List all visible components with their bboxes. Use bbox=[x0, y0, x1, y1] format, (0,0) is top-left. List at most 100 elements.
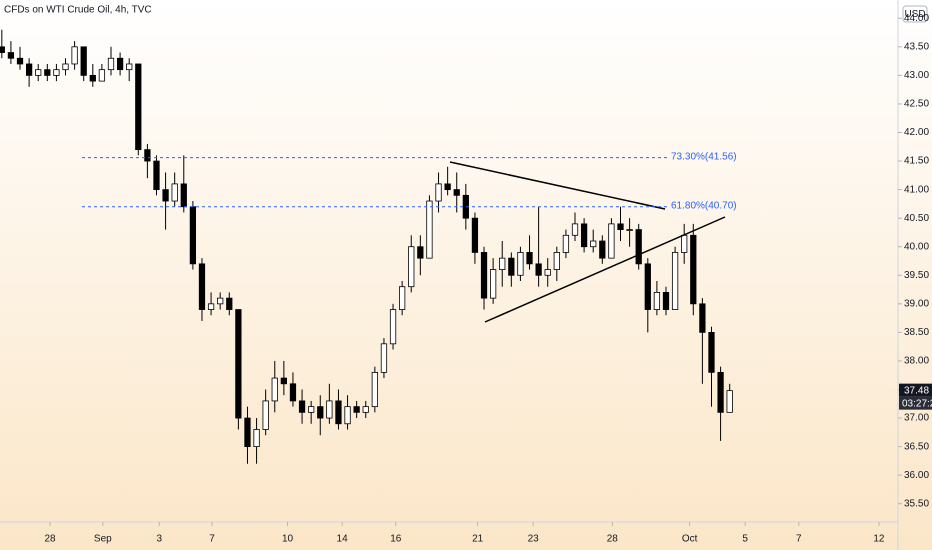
countdown-box bbox=[899, 396, 932, 410]
last-price-label: 37.48 bbox=[904, 385, 929, 396]
candle-body bbox=[671, 252, 679, 310]
candle-body bbox=[71, 46, 78, 65]
candle-body bbox=[553, 252, 560, 270]
last-price-box bbox=[899, 383, 932, 397]
candle-body bbox=[544, 269, 551, 276]
candle-body bbox=[726, 390, 733, 413]
candle-body bbox=[253, 429, 260, 448]
candle-body bbox=[690, 234, 697, 305]
candle-body bbox=[0, 46, 5, 53]
candle-body bbox=[499, 257, 506, 270]
candle-body bbox=[608, 223, 615, 259]
y-tick-label: 37.00 bbox=[904, 413, 929, 424]
candle-body bbox=[471, 217, 479, 253]
candle-body bbox=[7, 52, 15, 59]
candle-body bbox=[635, 229, 642, 265]
candle-body bbox=[35, 69, 42, 76]
x-tick-label: 5 bbox=[742, 534, 748, 545]
currency: USD bbox=[904, 9, 925, 20]
fib-level-label: 61.80%(40.70) bbox=[671, 200, 737, 211]
candle-body bbox=[326, 400, 333, 419]
candle-body bbox=[262, 400, 269, 430]
candle-body bbox=[380, 343, 388, 373]
currency-box[interactable] bbox=[902, 5, 928, 23]
y-tick-label: 43.50 bbox=[904, 41, 929, 52]
candle-body bbox=[362, 406, 369, 413]
candle-body bbox=[626, 229, 633, 231]
candle-body bbox=[408, 246, 415, 288]
y-tick-label: 40.50 bbox=[904, 213, 929, 224]
candle-body bbox=[435, 183, 442, 202]
candle-body bbox=[399, 286, 406, 310]
candle-body bbox=[217, 297, 224, 305]
candle-body bbox=[226, 297, 233, 310]
y-tick-label: 36.00 bbox=[904, 470, 929, 481]
candle-body bbox=[562, 234, 570, 253]
candle-body bbox=[153, 160, 160, 191]
candle-body bbox=[80, 46, 87, 76]
candle-body bbox=[653, 292, 661, 310]
candle-body bbox=[107, 57, 115, 71]
candle-body bbox=[271, 377, 278, 402]
candle-body bbox=[681, 234, 688, 253]
candle-body bbox=[244, 417, 251, 448]
y-tick-label: 39.00 bbox=[904, 298, 929, 309]
countdown: 03:27:2 bbox=[902, 398, 932, 409]
candle-body bbox=[298, 400, 306, 413]
candle-body bbox=[135, 63, 142, 151]
candle-body bbox=[308, 406, 315, 413]
y-tick-label: 40.00 bbox=[904, 241, 929, 252]
y-tick-label: 38.50 bbox=[904, 327, 929, 338]
candle-body bbox=[98, 69, 106, 82]
y-tick-label: 42.50 bbox=[904, 99, 929, 110]
candle-body bbox=[44, 69, 51, 76]
candle-body bbox=[699, 303, 706, 333]
candle-body bbox=[235, 309, 242, 419]
candle-body bbox=[617, 223, 624, 230]
candle-body bbox=[371, 371, 378, 408]
candle-body bbox=[317, 406, 324, 419]
candle-body bbox=[571, 223, 579, 236]
candle-body bbox=[335, 400, 342, 425]
trendline bbox=[484, 216, 726, 323]
candle-body bbox=[289, 383, 297, 402]
candle-body bbox=[708, 331, 715, 373]
x-tick-label: 12 bbox=[873, 534, 885, 545]
x-tick-label: 14 bbox=[337, 534, 349, 545]
candle-body bbox=[344, 406, 351, 425]
x-tick-label: 28 bbox=[44, 534, 56, 545]
y-tick-label: 41.50 bbox=[904, 156, 929, 167]
x-tick-label: 3 bbox=[156, 534, 162, 545]
y-tick-label: 35.50 bbox=[904, 498, 929, 509]
candle-body bbox=[480, 252, 488, 299]
candle-body bbox=[89, 74, 96, 82]
x-tick-label: 10 bbox=[282, 534, 294, 545]
candle-body bbox=[717, 371, 724, 413]
candle-body bbox=[417, 246, 424, 259]
candle-body bbox=[353, 406, 360, 413]
chart-title: CFDs on WTI Crude Oil, 4h, TVC bbox=[4, 5, 152, 16]
candle-body bbox=[53, 69, 60, 76]
y-tick-label: 39.50 bbox=[904, 270, 929, 281]
candle-body bbox=[144, 149, 151, 162]
candle-body bbox=[162, 189, 169, 202]
candle-body bbox=[116, 57, 124, 71]
candle-body bbox=[644, 263, 651, 310]
candle-body bbox=[189, 206, 197, 265]
y-tick-label: 38.00 bbox=[904, 356, 929, 367]
candle-body bbox=[535, 263, 542, 276]
candle-body bbox=[280, 377, 287, 385]
candle-body bbox=[171, 183, 178, 202]
candle-body bbox=[198, 263, 206, 310]
y-tick-label: 43.00 bbox=[904, 70, 929, 81]
x-tick-label: 16 bbox=[390, 534, 402, 545]
candle-body bbox=[526, 252, 533, 265]
candle-body bbox=[599, 240, 606, 259]
y-tick-label: 41.00 bbox=[904, 184, 929, 195]
y-tick-label: 36.50 bbox=[904, 441, 929, 452]
x-tick-label: Sep bbox=[94, 534, 112, 545]
candle-body bbox=[517, 252, 524, 276]
candle-body bbox=[508, 257, 515, 276]
